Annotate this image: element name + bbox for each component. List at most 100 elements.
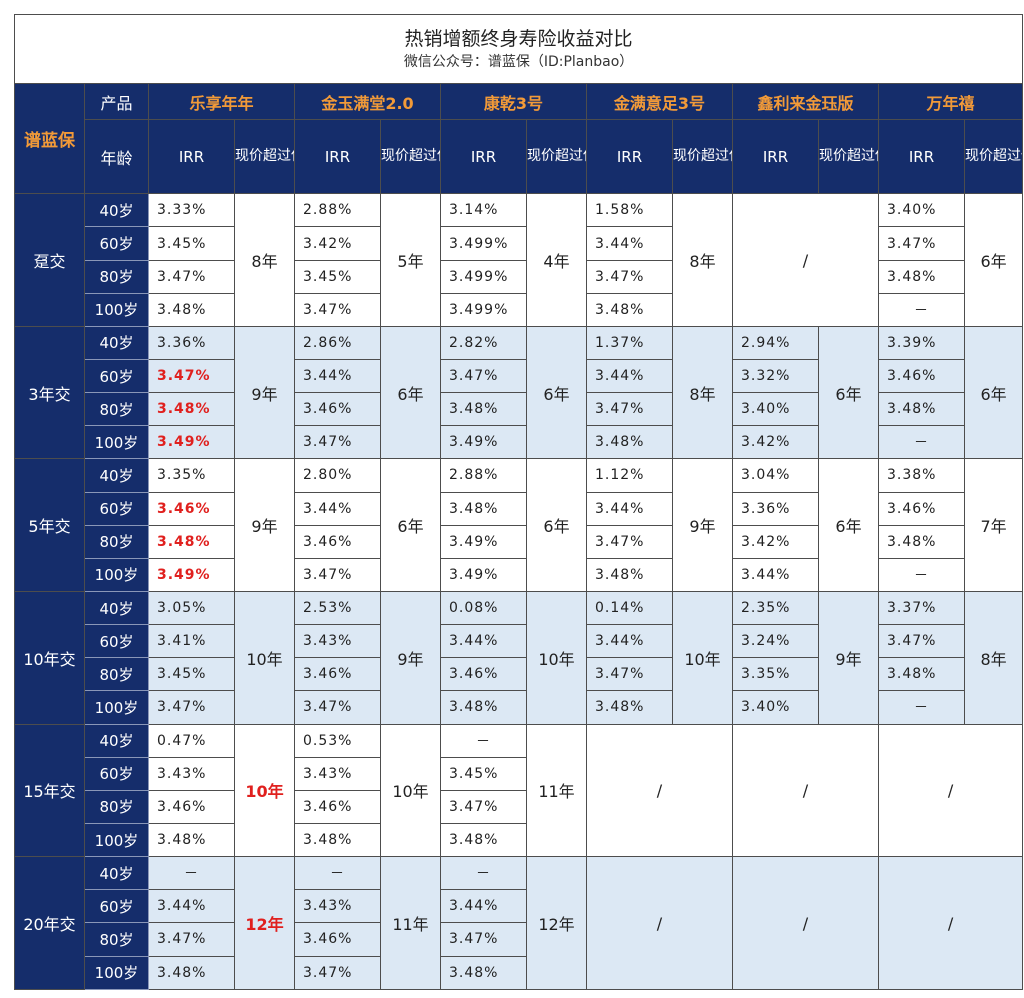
irr-value: 2.88% <box>440 458 527 493</box>
table-row: 80岁 3.45% 3.46% 3.46% 3.47% 3.35% 3.48% <box>15 657 1023 692</box>
irr-value: 3.46% <box>294 392 381 427</box>
age-label-cell: 60岁 <box>84 358 149 394</box>
breakeven-header: 现价超过保费时间点 <box>963 119 1024 195</box>
irr-value: 3.48% <box>586 557 673 592</box>
table-row: 15年交 40岁 0.47% 10年 0.53% 10年－ 11年 / / / <box>14 723 1024 858</box>
breakeven-time: 9年 <box>380 590 441 725</box>
age-label-cell: 80岁 <box>84 657 149 692</box>
irr-value: 3.47% <box>294 955 381 991</box>
table-row: 100岁 3.49% 3.47% 3.49% 3.48% 3.42% － <box>15 425 1023 460</box>
irr-value: 3.47% <box>878 226 965 261</box>
title-block: 热销增额终身寿险收益对比 微信公众号：谱蓝保（ID:Planbao） <box>13 13 1024 85</box>
breakeven-time: 6年 <box>526 325 587 460</box>
not-available-cell: / <box>877 856 1024 990</box>
irr-value: 3.42% <box>732 425 819 460</box>
breakeven-header: 现价超过保费时间点 <box>818 119 879 195</box>
irr-value: 3.39% <box>878 325 965 361</box>
irr-value: 3.40% <box>732 690 819 725</box>
irr-value: 0.14% <box>586 590 673 626</box>
irr-value: 3.44% <box>294 358 381 394</box>
irr-value: 3.05% <box>148 590 235 626</box>
irr-value: － <box>294 856 381 891</box>
irr-value: 3.33% <box>148 193 235 228</box>
irr-value: － <box>440 723 527 758</box>
irr-value: 3.44% <box>440 624 527 659</box>
breakeven-time: 9年 <box>818 590 879 725</box>
irr-value: 3.32% <box>732 358 819 394</box>
irr-header: IRR <box>440 119 527 195</box>
age-label-cell: 40岁 <box>84 590 149 626</box>
breakeven-time: 8年 <box>672 325 733 460</box>
table-row: 60岁 3.44% 3.43% 3.44% <box>15 889 1023 924</box>
irr-value: 0.08% <box>440 590 527 626</box>
irr-value: 3.48% <box>148 392 235 427</box>
age-label-cell: 40岁 <box>84 856 149 891</box>
irr-value: 3.499% <box>440 259 527 294</box>
irr-value: 3.499% <box>440 226 527 261</box>
irr-value: 3.49% <box>440 557 527 592</box>
irr-value: 3.46% <box>294 524 381 559</box>
irr-value: 3.44% <box>732 557 819 592</box>
breakeven-time: 6年 <box>963 325 1024 460</box>
irr-value: 3.37% <box>878 590 965 626</box>
payment-term-label: 5年交 <box>14 458 85 592</box>
irr-value: 3.44% <box>586 624 673 659</box>
age-label-cell: 100岁 <box>84 690 149 725</box>
breakeven-time: 7年 <box>963 458 1024 592</box>
irr-value: 3.46% <box>294 922 381 957</box>
irr-value: 3.47% <box>294 292 381 327</box>
age-label-cell: 40岁 <box>84 325 149 361</box>
irr-value: 3.24% <box>732 624 819 659</box>
irr-value: － <box>878 690 965 725</box>
age-label-cell: 40岁 <box>84 458 149 493</box>
irr-value: 3.47% <box>440 922 527 957</box>
table-row: 80岁 3.47% 3.46% 3.47% <box>15 922 1023 957</box>
page-subtitle: 微信公众号：谱蓝保（ID:Planbao） <box>403 54 634 71</box>
age-label-cell: 60岁 <box>84 756 149 791</box>
irr-value: 3.48% <box>440 955 527 991</box>
table-row: 80岁 3.46% 3.46% 3.47% <box>15 789 1023 824</box>
breakeven-time: 6年 <box>818 325 879 460</box>
irr-value: 3.48% <box>148 292 235 327</box>
irr-value: 3.14% <box>440 193 527 228</box>
irr-value: 2.35% <box>732 590 819 626</box>
breakeven-time: 10年 <box>234 590 295 725</box>
payment-term-label: 10年交 <box>14 590 85 725</box>
irr-value: 3.48% <box>440 822 527 858</box>
irr-header: IRR <box>586 119 673 195</box>
irr-value: 3.48% <box>878 392 965 427</box>
breakeven-time: 6年 <box>526 458 587 592</box>
irr-value: 3.44% <box>440 889 527 924</box>
irr-value: 1.37% <box>586 325 673 361</box>
irr-value: 3.47% <box>148 922 235 957</box>
not-available-cell: / <box>732 193 879 327</box>
product-name-4: 鑫利来金珏版 <box>732 83 879 121</box>
product-name-5: 万年禧 <box>877 83 1024 121</box>
irr-value: 3.35% <box>148 458 235 493</box>
irr-header: IRR <box>878 119 965 195</box>
product-name-1: 金玉满堂2.0 <box>294 83 441 121</box>
age-label-cell: 100岁 <box>84 822 149 858</box>
irr-value: 3.46% <box>878 491 965 526</box>
table-row: 100岁 3.48% 3.47% 3.48% <box>15 955 1023 991</box>
table-row: 趸交 40岁 3.33% 8年 2.88% 5年 3.14% 4年 1.58% 8年/3.40% 6… <box>14 193 1024 327</box>
age-label-cell: 100岁 <box>84 955 149 991</box>
breakeven-time: 10年 <box>234 723 295 858</box>
irr-value: 3.41% <box>148 624 235 659</box>
irr-value: 3.49% <box>440 425 527 460</box>
irr-value: 3.48% <box>294 822 381 858</box>
age-label-cell: 60岁 <box>84 491 149 526</box>
irr-value: 3.48% <box>440 392 527 427</box>
age-label-cell: 100岁 <box>84 292 149 327</box>
breakeven-time: 9年 <box>672 458 733 592</box>
irr-value: 3.47% <box>586 657 673 692</box>
irr-value: 3.45% <box>440 756 527 791</box>
brand-label: 谱蓝保 <box>14 83 85 195</box>
breakeven-time: 11年 <box>380 856 441 990</box>
breakeven-header: 现价超过保费时间点 <box>526 119 587 195</box>
irr-value: － <box>440 856 527 891</box>
irr-value: 3.04% <box>732 458 819 493</box>
irr-value: 3.42% <box>294 226 381 261</box>
irr-value: 3.48% <box>586 292 673 327</box>
irr-value: 3.49% <box>148 557 235 592</box>
